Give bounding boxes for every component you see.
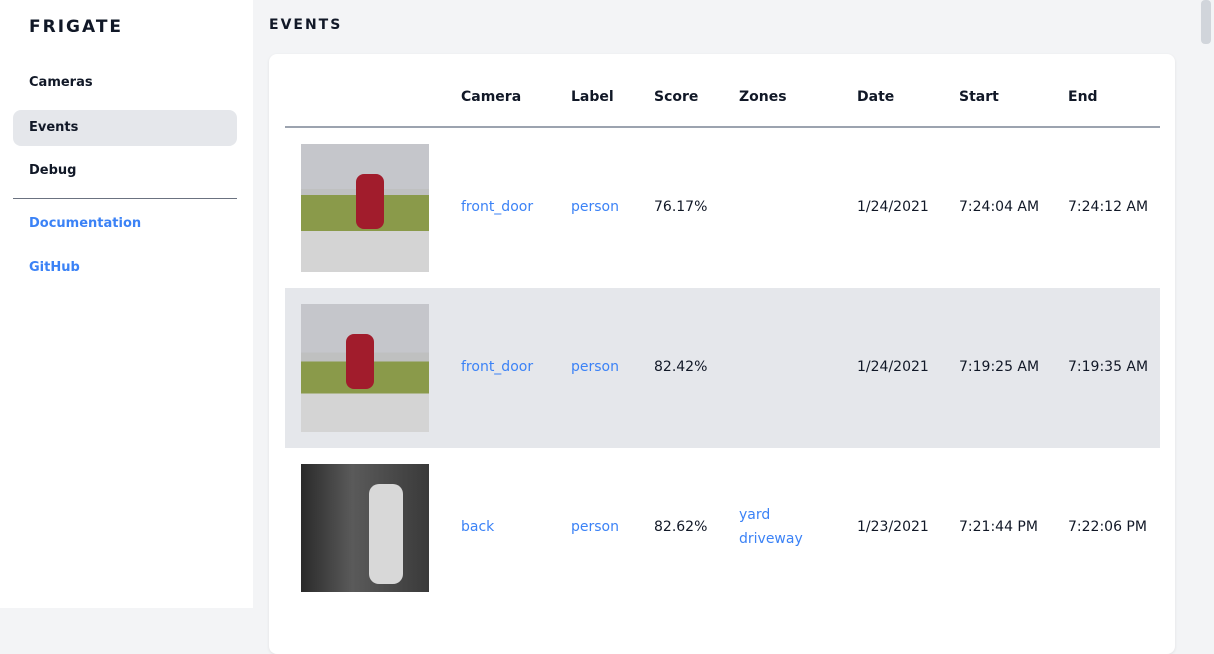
start-time: 7:19:25 AM — [959, 359, 1040, 375]
label-link[interactable]: person — [571, 519, 619, 535]
header-divider — [285, 126, 1160, 128]
start-time: 7:21:44 PM — [959, 519, 1038, 535]
end-time: 7:24:12 AM — [1068, 199, 1149, 215]
date: 1/24/2021 — [857, 359, 929, 375]
sidebar-item-events[interactable]: Events — [13, 110, 237, 146]
header-zones: Zones — [739, 89, 787, 105]
sidebar-item-cameras[interactable]: Cameras — [29, 75, 93, 90]
scrollbar-thumb[interactable] — [1201, 0, 1211, 44]
camera-link[interactable]: back — [461, 519, 495, 535]
table-row[interactable]: front_door person 82.42% 1/24/2021 7:19:… — [285, 288, 1160, 448]
page-title: EVENTS — [269, 17, 343, 33]
end-time: 7:22:06 PM — [1068, 519, 1147, 535]
score: 76.17% — [654, 199, 708, 215]
end-time: 7:19:35 AM — [1068, 359, 1149, 375]
camera-link[interactable]: front_door — [461, 199, 534, 215]
table-row[interactable]: back person 82.62% yard driveway 1/23/20… — [285, 448, 1160, 608]
event-thumbnail[interactable] — [301, 144, 429, 272]
label-link[interactable]: person — [571, 359, 619, 375]
header-end: End — [1068, 89, 1098, 105]
logo: FRIGATE — [29, 17, 124, 37]
event-thumbnail[interactable] — [301, 464, 429, 592]
score: 82.62% — [654, 519, 708, 535]
github-link[interactable]: GitHub — [29, 260, 80, 275]
camera-link[interactable]: front_door — [461, 359, 534, 375]
scrollbar[interactable] — [1198, 0, 1214, 608]
sidebar-item-debug[interactable]: Debug — [29, 163, 77, 178]
label-link[interactable]: person — [571, 199, 619, 215]
score: 82.42% — [654, 359, 708, 375]
header-score: Score — [654, 89, 699, 105]
documentation-link[interactable]: Documentation — [29, 216, 142, 231]
start-time: 7:24:04 AM — [959, 199, 1040, 215]
table-row[interactable]: front_door person 76.17% 1/24/2021 7:24:… — [285, 128, 1160, 288]
date: 1/24/2021 — [857, 199, 929, 215]
header-date: Date — [857, 89, 895, 105]
sidebar-divider — [13, 198, 237, 199]
header-label: Label — [571, 89, 614, 105]
date: 1/23/2021 — [857, 519, 929, 535]
sidebar: FRIGATE Cameras Events Debug Documentati… — [0, 0, 253, 608]
zone-link[interactable]: driveway — [739, 531, 803, 547]
zone-link[interactable]: yard — [739, 507, 771, 523]
event-thumbnail[interactable] — [301, 304, 429, 432]
header-start: Start — [959, 89, 999, 105]
header-camera: Camera — [461, 89, 522, 105]
